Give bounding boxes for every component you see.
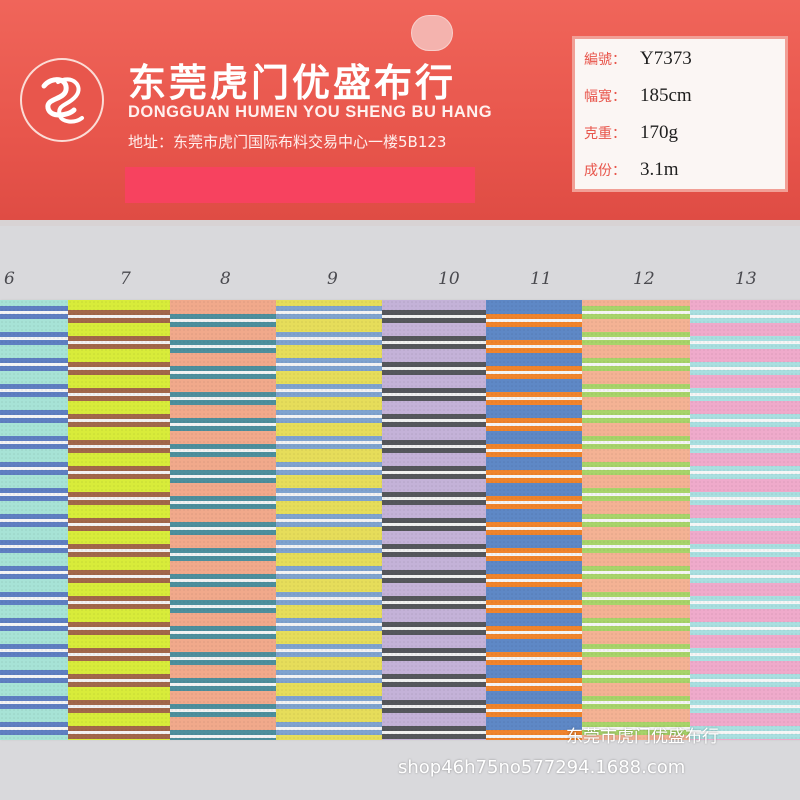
fabric-swatch-12 [582,300,690,740]
spec-value: 170g [640,122,678,143]
spec-row-width: 幅寬： 185cm [575,78,785,114]
swatch-number: 11 [530,269,552,289]
swatch-number: 13 [735,269,757,289]
fabric-texture [382,300,486,740]
fabric-texture [582,300,690,740]
fabric-swatch-8 [170,300,276,740]
fabric-swatch-13 [690,300,800,740]
spec-value: 3.1m [640,159,679,180]
fabric-texture [486,300,582,740]
spec-value: Y7373 [640,48,692,69]
swatch-number: 12 [633,269,655,289]
fabric-swatch-9 [276,300,382,740]
fabric-texture [276,300,382,740]
swatch-number: 9 [327,269,338,289]
hanging-hole [411,15,453,51]
company-address: 地址：东莞市虎门国际布料交易中心一楼5B123 [128,133,447,151]
logo-mark-icon [41,77,84,124]
fabric-texture [690,300,800,740]
fabric-swatch-6 [0,300,68,740]
swatch-number: 10 [438,269,460,289]
spec-row-code: 編號： Y7373 [575,41,785,77]
fabric-texture [0,300,68,740]
swatch-number: 6 [4,269,15,289]
spec-label: 克重： [584,126,626,142]
spec-row-weight: 克重： 170g [575,115,785,151]
spec-label: 幅寬： [584,89,626,105]
spec-table: 編號： Y7373 幅寬： 185cm 克重： 170g 成份： 3.1m [572,36,788,192]
watermark-shop-name: 东莞市虎门优盛布行 [566,727,719,747]
swatch-number: 7 [120,269,131,289]
fabric-texture [170,300,276,740]
fabric-swatch-7 [68,300,170,740]
company-logo [20,58,104,142]
redaction-bar [125,167,475,203]
spec-label: 成份： [584,163,626,179]
spec-value: 185cm [640,85,692,106]
spec-row-composition: 成份： 3.1m [575,152,785,188]
fabric-swatch-10 [382,300,486,740]
sample-card-header: 东莞虎门优盛布行 DONGGUAN HUMEN YOU SHENG BU HAN… [0,0,800,226]
fabric-swatch-11 [486,300,582,740]
swatch-number: 8 [220,269,231,289]
company-name-chinese: 东莞虎门优盛布行 [128,61,457,105]
fabric-texture [68,300,170,740]
spec-label: 編號： [584,52,626,68]
watermark-url: shop46h75no577294.1688.com [398,757,686,778]
company-name-english: DONGGUAN HUMEN YOU SHENG BU HANG [128,103,493,121]
